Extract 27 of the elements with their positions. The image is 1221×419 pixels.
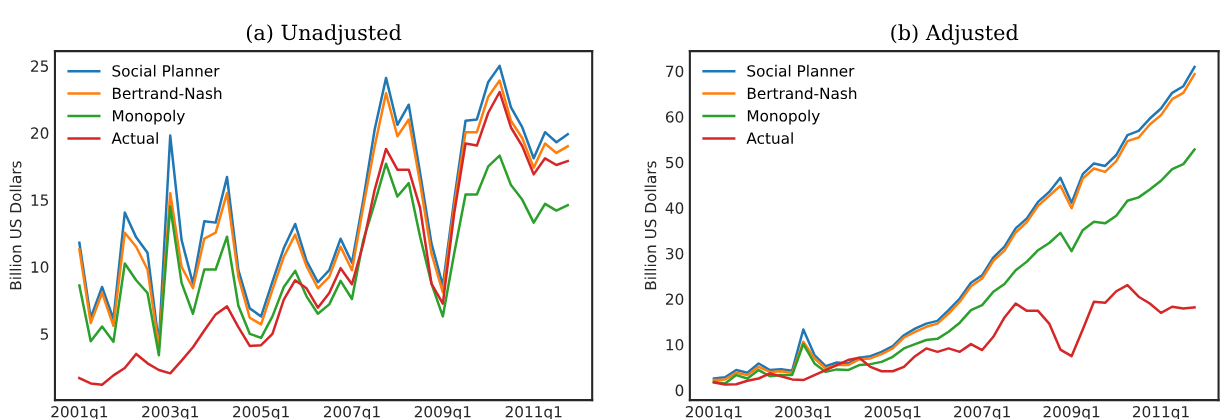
y-axis-title: Billion US Dollars [9,161,22,290]
y-tick-label: 60 [665,111,684,123]
line-series [712,283,1196,386]
y-tick-label: 20 [665,293,684,306]
legend-label: Monopoly [747,109,820,125]
y-tick-label: 50 [666,156,684,169]
y-tick-label: 70 [666,65,684,78]
y-tick-label: 5 [40,328,49,340]
y-tick-label: 10 [31,261,49,273]
y-tick-label: 25 [31,60,49,72]
y-tick-label: 0 [675,384,684,397]
y-tick-label: 10 [666,339,684,351]
chart-title: (a) Unadjusted [246,24,402,45]
y-tick-label: 15 [31,194,49,206]
line-series [78,154,570,357]
y-tick-label: 40 [665,202,684,214]
legend-label: Monopoly [112,109,185,125]
legend-label: Actual [111,132,158,144]
legend-label: Social Planner [112,64,220,77]
y-tick-label: 20 [31,127,49,139]
legend-label: Bertrand-Nash [747,87,857,100]
y-tick-label: 30 [666,247,684,260]
legend-label: Bertrand-Nash [112,87,222,100]
chart-title: (b) Adjusted [891,24,1019,45]
legend-label: Social Planner [747,64,855,77]
y-axis-title: Billion US Dollars [644,161,657,290]
legend-label: Actual [746,132,793,144]
